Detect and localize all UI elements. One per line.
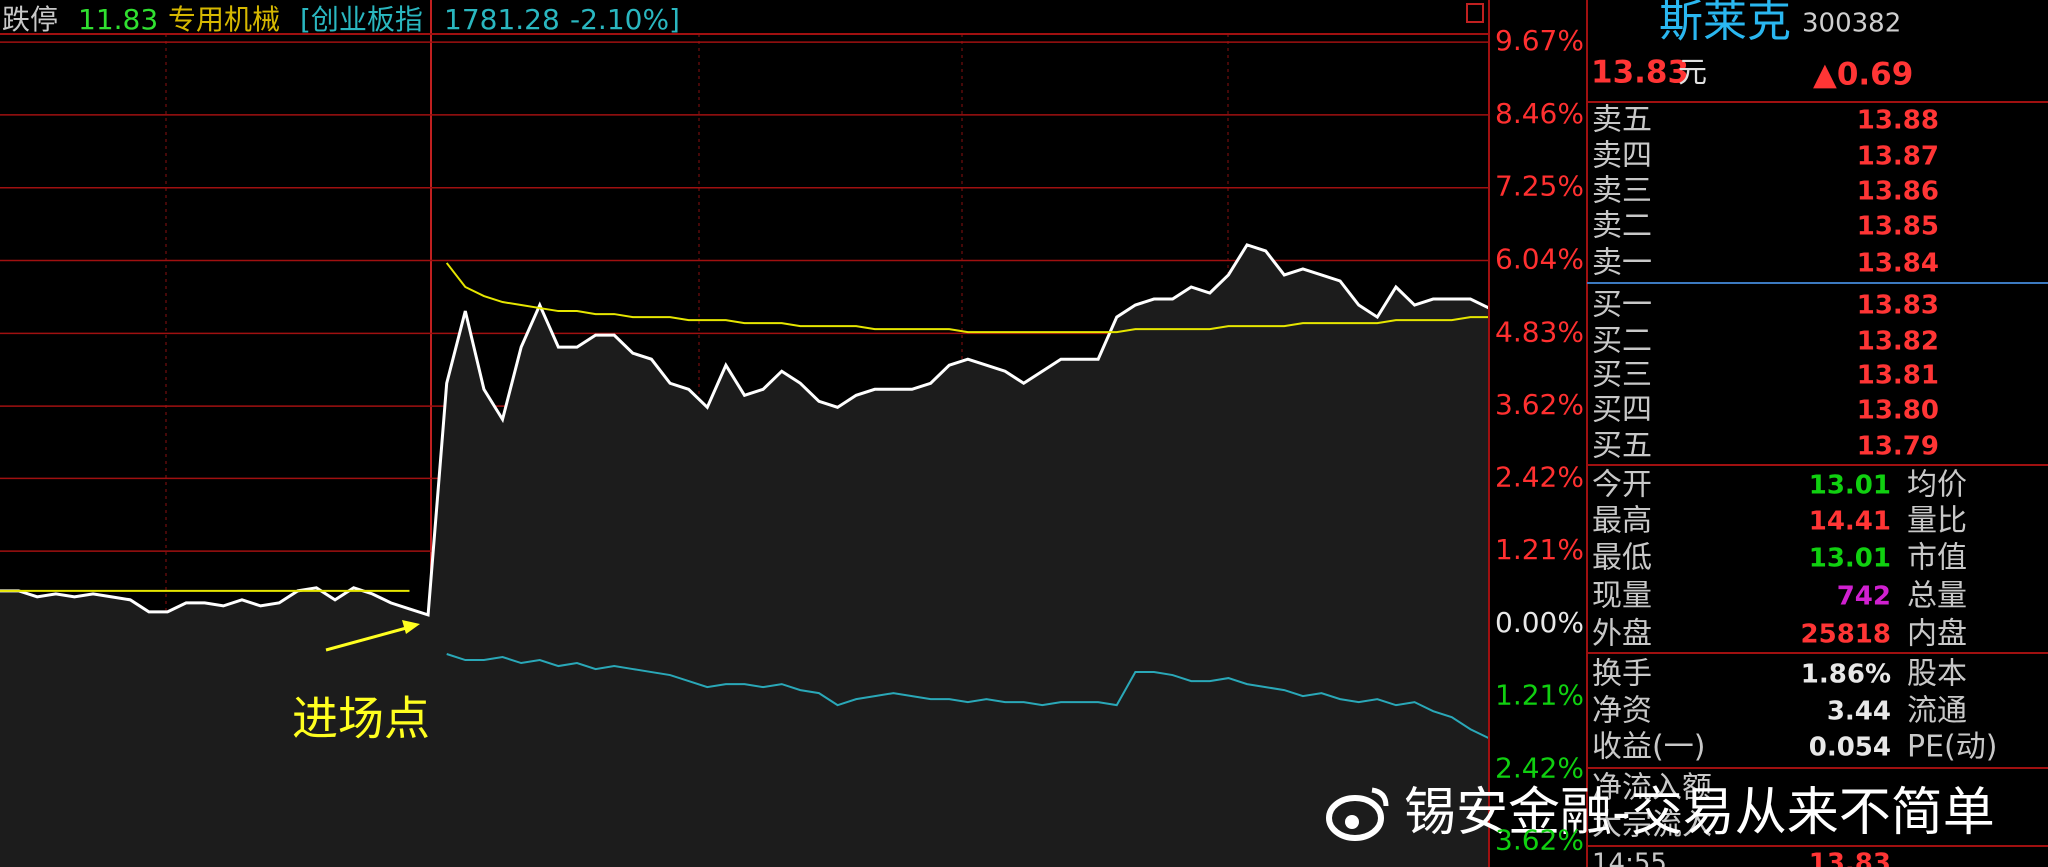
book-label: 买四 [1592,393,1652,428]
book-price: 13.84 [1857,249,1939,279]
watermark-text: 锡安金融-交易从来不简单 [1404,783,1995,843]
corner-icon [1466,3,1484,23]
book-price: 13.82 [1857,327,1939,357]
stat-label2: 市值 [1907,541,1967,576]
partial-row: 净流入额 [1592,771,1712,806]
annotation-arrowhead [402,620,420,634]
stat-label: 今开 [1592,468,1652,503]
book-price: 13.87 [1857,142,1939,172]
book-price: 13.88 [1857,106,1939,136]
index-name: [创业板指 [300,3,423,36]
limit-down-label: 跌停 [2,3,58,36]
footer-price: 13.83 [1809,849,1891,867]
series-line [0,262,1489,592]
watermark: 锡安金融-交易从来不简单 [1326,783,1995,843]
stat-value: 25818 [1801,620,1891,650]
price: 13.83 [1591,55,1689,91]
y-tick-label: 2.42% [1495,460,1584,493]
stat-label2: 量比 [1907,504,1967,539]
book-price: 13.86 [1857,177,1939,207]
book-price: 13.81 [1857,361,1939,391]
book-label: 买一 [1592,288,1652,323]
price-area [0,244,1489,867]
stat-value: 14.41 [1809,507,1891,537]
stat-value: 13.01 [1809,544,1891,574]
stat-label2: 流通 [1907,694,1967,729]
change: ▲0.69 [1813,57,1913,93]
book-label: 卖二 [1592,209,1652,244]
book-label: 买三 [1592,358,1652,393]
stat-label: 换手 [1592,657,1652,692]
annotation: 进场点 [292,692,430,746]
y-tick-label: 1.21% [1495,679,1584,712]
book-label: 买五 [1592,429,1652,464]
stat-label: 最高 [1592,504,1652,539]
y-tick-label: 9.67% [1495,24,1584,57]
stock-code: 300382 [1802,9,1901,39]
index-value: 1781.28 [444,3,560,36]
index-change: -2.10%] [570,3,680,36]
stat-label2: 均价 [1907,468,1967,503]
stat-value: 1.86% [1801,660,1891,690]
stat-value: 742 [1837,582,1891,612]
stat-label: 外盘 [1592,617,1652,652]
y-tick-label: 4.83% [1495,315,1584,348]
industry: 专用机械 [168,3,280,36]
stat-label2: 总量 [1907,579,1967,614]
stat-label: 收益(一) [1592,730,1705,765]
y-tick-label: 3.62% [1495,388,1584,421]
partial-row: 大宗流入 [1592,808,1712,843]
book-label: 卖四 [1592,139,1652,174]
y-tick-label: 6.04% [1495,243,1584,276]
series-line [446,653,1490,740]
stat-label: 净资 [1592,694,1652,729]
stat-value: 0.054 [1809,733,1891,763]
y-tick-label: 7.25% [1495,170,1584,203]
book-price: 13.80 [1857,396,1939,426]
book-label: 卖三 [1592,174,1652,209]
book-label: 卖一 [1592,246,1652,281]
book-price: 13.79 [1857,432,1939,462]
stat-label: 最低 [1592,541,1652,576]
watermark-logo-eye [1345,815,1359,829]
stock-name: 斯莱克 [1659,0,1791,47]
book-price: 13.85 [1857,212,1939,242]
stat-label2: PE(动) [1907,730,1997,765]
series-line [0,243,1490,617]
book-label: 买二 [1592,324,1652,359]
book-label: 卖五 [1592,103,1652,138]
y-tick-label: 8.46% [1495,97,1584,130]
stat-label2: 内盘 [1907,617,1967,652]
stat-label2: 股本 [1907,657,1967,692]
watermark-logo-wave [1371,787,1389,807]
book-price: 13.83 [1857,291,1939,321]
limit-down: 11.83 [78,3,158,36]
stat-label: 现量 [1592,579,1652,614]
y-tick-label: 3.62% [1495,824,1584,857]
stat-value: 3.44 [1827,697,1891,727]
y-tick-label: 0.00% [1495,606,1584,639]
footer-time: 14:55 [1592,849,1667,867]
y-tick-label: 2.42% [1495,752,1584,785]
watermark-logo [1326,795,1384,841]
price-unit: 元 [1678,55,1707,89]
stat-value: 13.01 [1809,471,1891,501]
plot-area [0,0,1490,867]
annotation-arrow [325,625,411,652]
y-tick-label: 1.21% [1495,533,1584,566]
